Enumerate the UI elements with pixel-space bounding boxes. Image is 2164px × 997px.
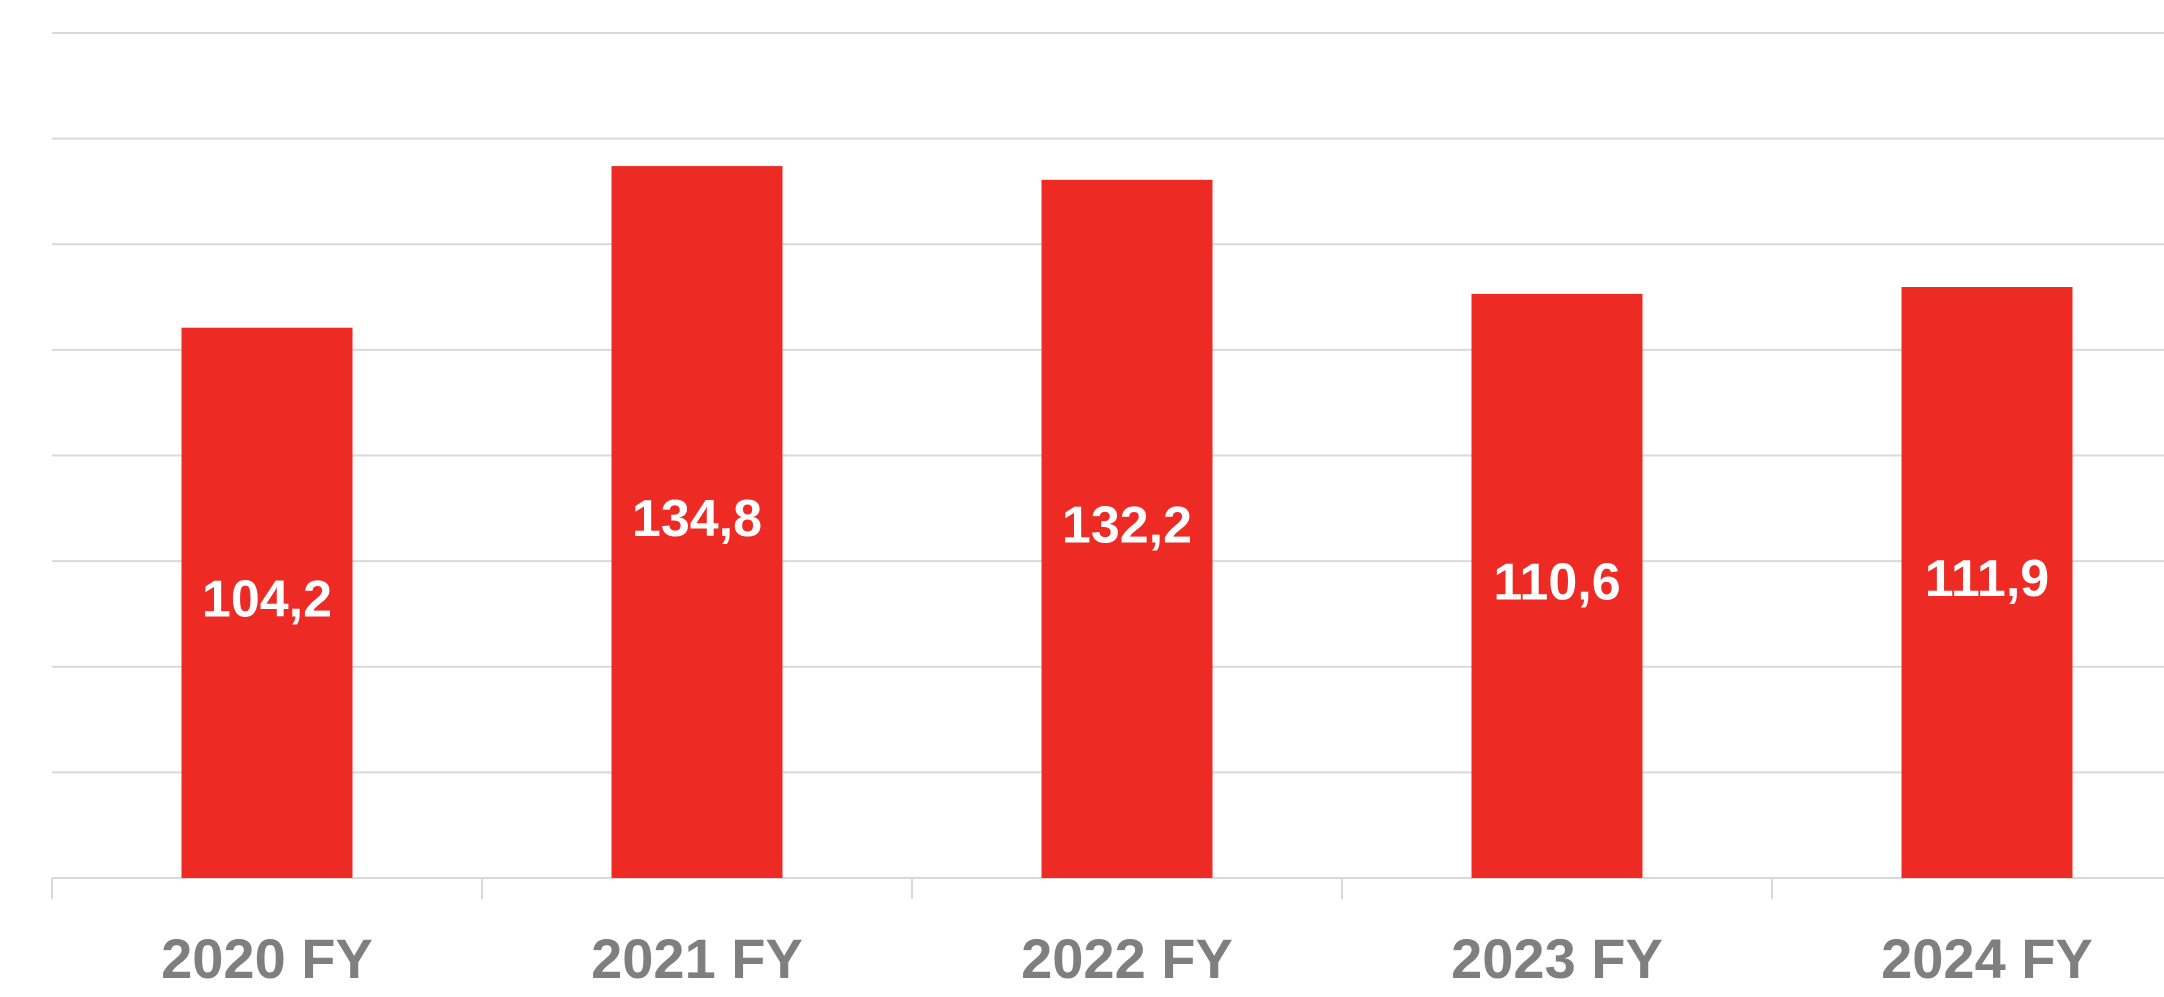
x-tick-label: 2021 FY xyxy=(591,927,803,990)
bar xyxy=(1041,179,1213,879)
x-tick-label: 2024 FY xyxy=(1881,927,2093,990)
value-label: 132,2 xyxy=(1062,497,1192,555)
bar xyxy=(1901,287,2073,878)
bar xyxy=(611,166,783,878)
value-label: 104,2 xyxy=(202,571,332,629)
bar xyxy=(1471,293,1643,878)
x-tick-label: 2020 FY xyxy=(161,927,373,990)
bar xyxy=(181,327,353,879)
value-label: 111,9 xyxy=(1925,550,2049,608)
x-tick-label: 2023 FY xyxy=(1451,927,1663,990)
value-label: 134,8 xyxy=(632,490,762,548)
x-tick-label: 2022 FY xyxy=(1021,927,1233,990)
value-label: 110,6 xyxy=(1493,554,1620,612)
